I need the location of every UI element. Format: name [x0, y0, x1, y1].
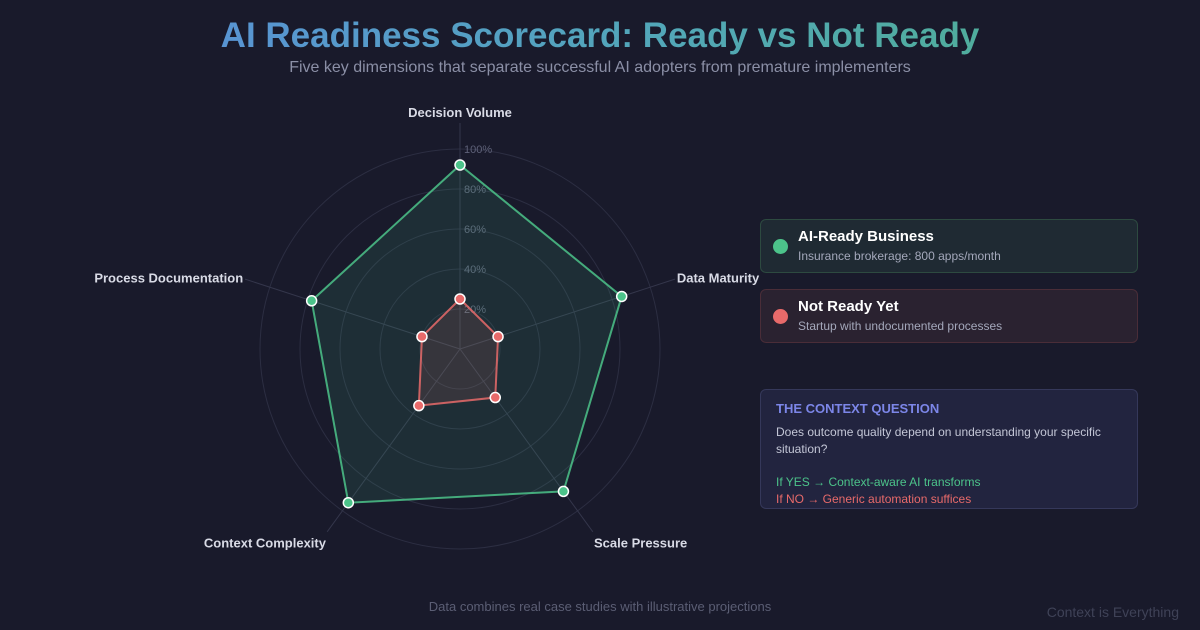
- series-area-2: [417, 297, 500, 407]
- series-1-point-5: [305, 295, 318, 307]
- series-2-point-1: [454, 293, 466, 305]
- page-subtitle: Five key dimensions that separate succes…: [289, 59, 911, 76]
- context-question-no: If NO → Generic automation suffices: [776, 492, 972, 506]
- series-1-point-2: [615, 290, 628, 303]
- tick-label-80: 80%: [464, 184, 486, 196]
- axis-label-4: Context Complexity: [204, 535, 327, 550]
- legend-title-not-ready: Not Ready Yet: [798, 298, 899, 315]
- tick-label-20: 20%: [464, 304, 486, 316]
- context-question-body: Does outcome quality depend on understan…: [776, 425, 1101, 456]
- context-question-title: THE CONTEXT QUESTION: [776, 401, 940, 416]
- brand-watermark: Context is Everything: [1046, 604, 1179, 620]
- axis-spoke-3: [459, 348, 594, 533]
- footnote: Data combines real case studies with ill…: [428, 599, 772, 614]
- axis-label-5: Process Documentation: [94, 271, 243, 286]
- legend-title-ai-ready: AI-Ready Business: [798, 228, 934, 245]
- context-question-card: THE CONTEXT QUESTION Does outcome qualit…: [760, 389, 1138, 509]
- series-1-point-1: [454, 159, 466, 171]
- tick-label-100: 100%: [464, 144, 492, 156]
- radar-chart: 20% 40% 60% 80% 100% Decision Volume Data Matu…: [94, 105, 760, 550]
- series-2-point-2: [492, 330, 504, 343]
- series-1-point-4: [342, 496, 355, 509]
- series-2-point-3: [489, 391, 502, 404]
- axis-label-1: Decision Volume: [408, 105, 512, 120]
- series-1-point-3: [557, 485, 570, 498]
- series-2-point-5: [416, 330, 428, 343]
- series-area-1: [310, 163, 623, 504]
- tick-label-60: 60%: [464, 224, 486, 236]
- legend-desc-ai-ready: Insurance brokerage: 800 apps/month: [798, 249, 1001, 263]
- legend-desc-not-ready: Startup with undocumented processes: [798, 319, 1003, 333]
- legend-item-not-ready: Not Ready Yet Startup with undocumented …: [760, 289, 1138, 343]
- tick-label-40: 40%: [464, 264, 486, 276]
- axis-label-3: Scale Pressure: [594, 535, 687, 550]
- legend-item-ai-ready: AI-Ready Business Insurance brokerage: 8…: [760, 219, 1138, 273]
- page-title: AI Readiness Scorecard: Ready vs Not Rea…: [0, 14, 1200, 58]
- series-2-point-4: [413, 399, 425, 412]
- axis-label-2: Data Maturity: [677, 271, 760, 286]
- legend-dot-ai-ready: [773, 239, 788, 254]
- legend-dot-not-ready: [773, 309, 788, 324]
- context-question-yes: If YES → Context-aware AI transforms: [776, 475, 981, 489]
